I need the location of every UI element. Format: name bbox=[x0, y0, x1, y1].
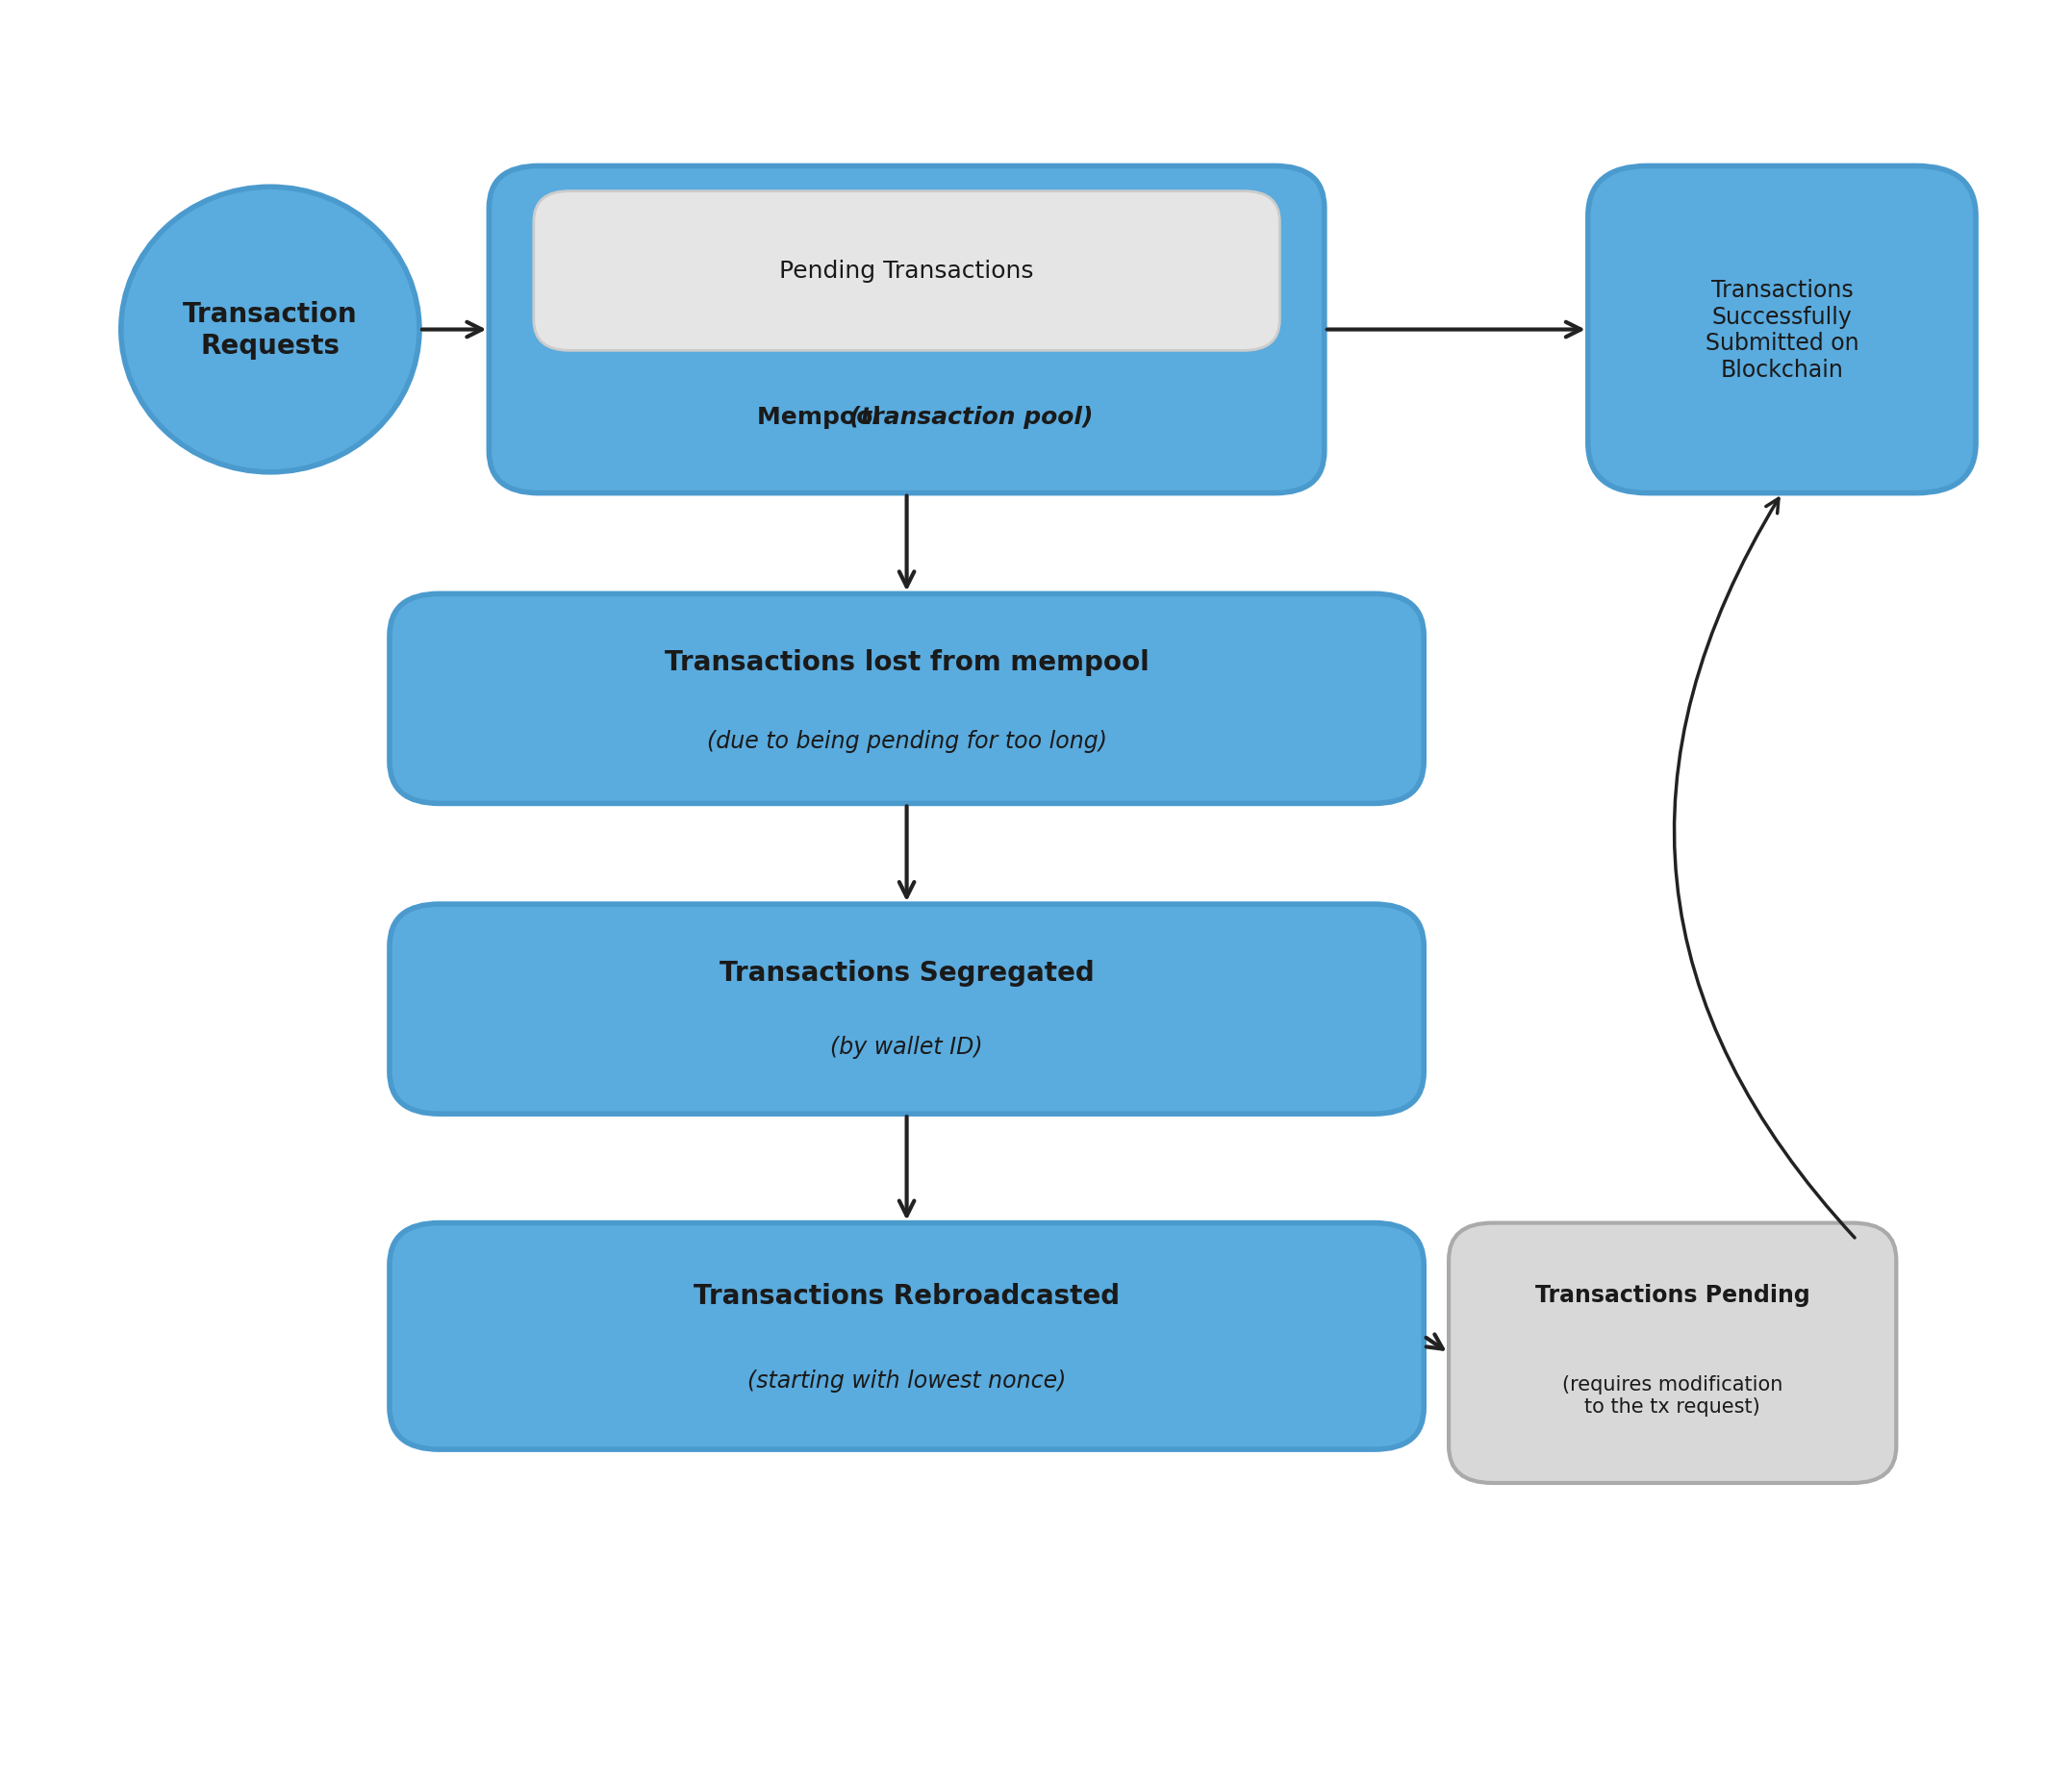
Ellipse shape bbox=[120, 187, 419, 473]
FancyBboxPatch shape bbox=[1448, 1224, 1896, 1483]
Text: Transaction
Requests: Transaction Requests bbox=[182, 301, 358, 359]
FancyBboxPatch shape bbox=[535, 193, 1280, 351]
FancyBboxPatch shape bbox=[390, 1224, 1423, 1450]
FancyBboxPatch shape bbox=[390, 904, 1423, 1115]
Text: (requires modification
to the tx request): (requires modification to the tx request… bbox=[1562, 1374, 1782, 1416]
Text: Transactions lost from mempool: Transactions lost from mempool bbox=[665, 649, 1150, 676]
FancyBboxPatch shape bbox=[489, 166, 1324, 494]
Text: (transaction pool): (transaction pool) bbox=[850, 407, 1092, 428]
Text: Transactions Rebroadcasted: Transactions Rebroadcasted bbox=[694, 1283, 1119, 1309]
Text: (due to being pending for too long): (due to being pending for too long) bbox=[707, 730, 1106, 753]
Text: Pending Transactions: Pending Transactions bbox=[779, 260, 1034, 284]
FancyBboxPatch shape bbox=[390, 594, 1423, 805]
FancyBboxPatch shape bbox=[1587, 166, 1977, 494]
Text: Transactions Pending: Transactions Pending bbox=[1535, 1283, 1811, 1306]
Text: (starting with lowest nonce): (starting with lowest nonce) bbox=[748, 1368, 1067, 1392]
Text: Transactions Segregated: Transactions Segregated bbox=[719, 960, 1094, 987]
Text: Transactions
Successfully
Submitted on
Blockchain: Transactions Successfully Submitted on B… bbox=[1705, 278, 1859, 382]
Text: (by wallet ID): (by wallet ID) bbox=[831, 1035, 982, 1058]
Text: Mempool: Mempool bbox=[756, 407, 889, 428]
